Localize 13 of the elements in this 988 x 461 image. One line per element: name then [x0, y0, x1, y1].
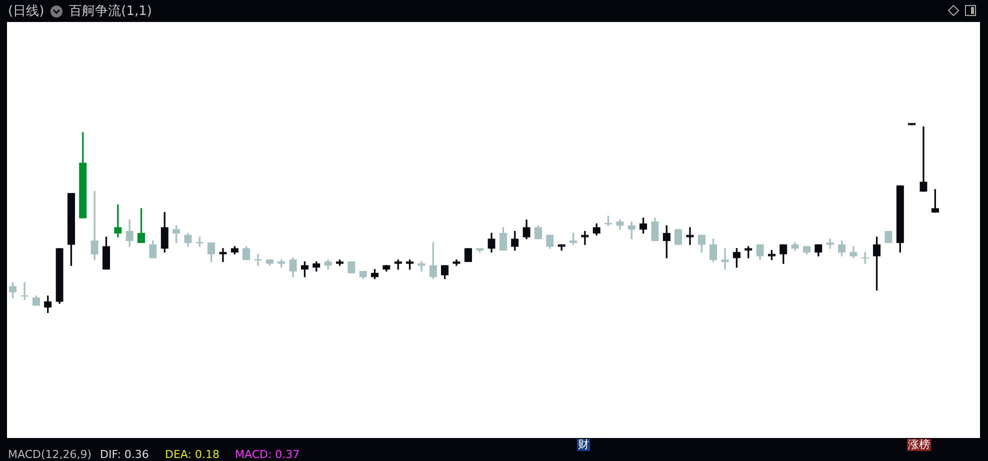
candlestick: [558, 244, 566, 251]
text: DIF: 0.36: [100, 448, 149, 461]
text: 涨榜: [907, 438, 931, 451]
text: 财: [577, 438, 590, 451]
candlestick: [581, 230, 589, 245]
text: DEA: 0.18: [165, 448, 220, 461]
candlestick: [768, 250, 776, 260]
chart-subtitle: 百舸争流(1,1): [69, 3, 152, 20]
text: MACD: 0.37: [235, 448, 300, 461]
text: MACD(12,26,9): [8, 448, 92, 461]
candlestick: [686, 227, 694, 245]
candlestick: [418, 261, 426, 272]
chart-title: (日线): [8, 3, 44, 20]
